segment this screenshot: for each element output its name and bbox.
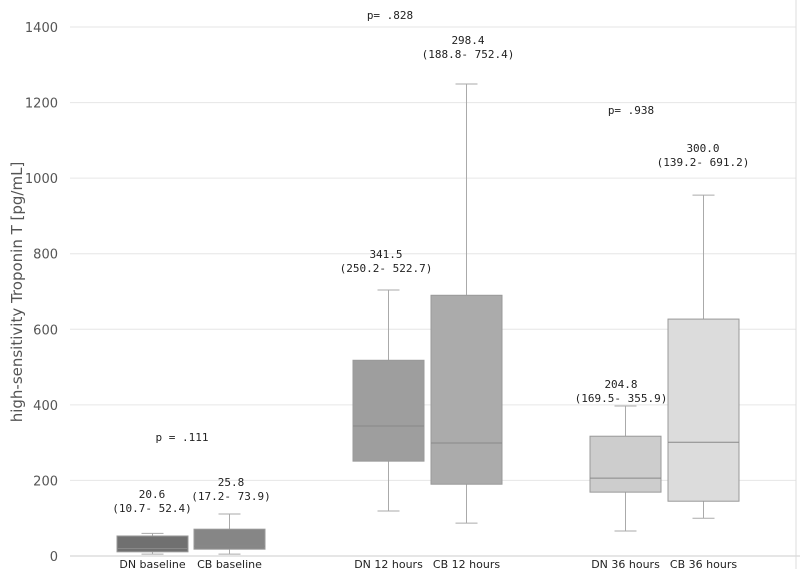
median-label: 20.6 xyxy=(139,488,166,501)
p-value-label: p= .828 xyxy=(367,9,413,22)
box xyxy=(116,535,189,553)
median-label: 341.5 xyxy=(369,248,402,261)
y-tick-label: 600 xyxy=(33,323,58,338)
median-label: 298.4 xyxy=(451,34,484,47)
x-tick-label: CB baseline xyxy=(197,558,262,569)
box xyxy=(352,359,425,462)
x-tick-label: CB 36 hours xyxy=(670,558,737,569)
y-tick-label: 800 xyxy=(33,248,58,263)
x-tick-label: DN baseline xyxy=(119,558,186,569)
iqr-label: (139.2- 691.2) xyxy=(657,156,750,169)
iqr-label: (17.2- 73.9) xyxy=(191,490,270,503)
y-tick-label: 200 xyxy=(33,474,58,489)
p-value-label: p = .111 xyxy=(156,431,209,444)
iqr-label: (169.5- 355.9) xyxy=(575,392,668,405)
p-value-label: p= .938 xyxy=(608,104,654,117)
box xyxy=(589,435,662,493)
iqr-label: (188.8- 752.4) xyxy=(422,48,515,61)
y-tick-label: 1400 xyxy=(25,21,58,36)
median-label: 25.8 xyxy=(218,476,245,489)
iqr-label: (10.7- 52.4) xyxy=(112,502,191,515)
median-label: 300.0 xyxy=(686,142,719,155)
y-tick-label: 1200 xyxy=(25,97,58,112)
iqr-label: (250.2- 522.7) xyxy=(340,262,433,275)
x-tick-label: DN 12 hours xyxy=(354,558,423,569)
y-tick-label: 1000 xyxy=(25,172,58,187)
y-tick-label: 0 xyxy=(50,550,58,565)
y-tick-label: 400 xyxy=(33,399,58,414)
box xyxy=(193,528,266,550)
x-tick-label: CB 12 hours xyxy=(433,558,500,569)
box xyxy=(430,294,503,485)
box xyxy=(667,318,740,502)
x-tick-label: DN 36 hours xyxy=(591,558,660,569)
y-axis-label: high-sensitivity Troponin T [pg/mL] xyxy=(8,162,26,423)
median-label: 204.8 xyxy=(604,378,637,391)
